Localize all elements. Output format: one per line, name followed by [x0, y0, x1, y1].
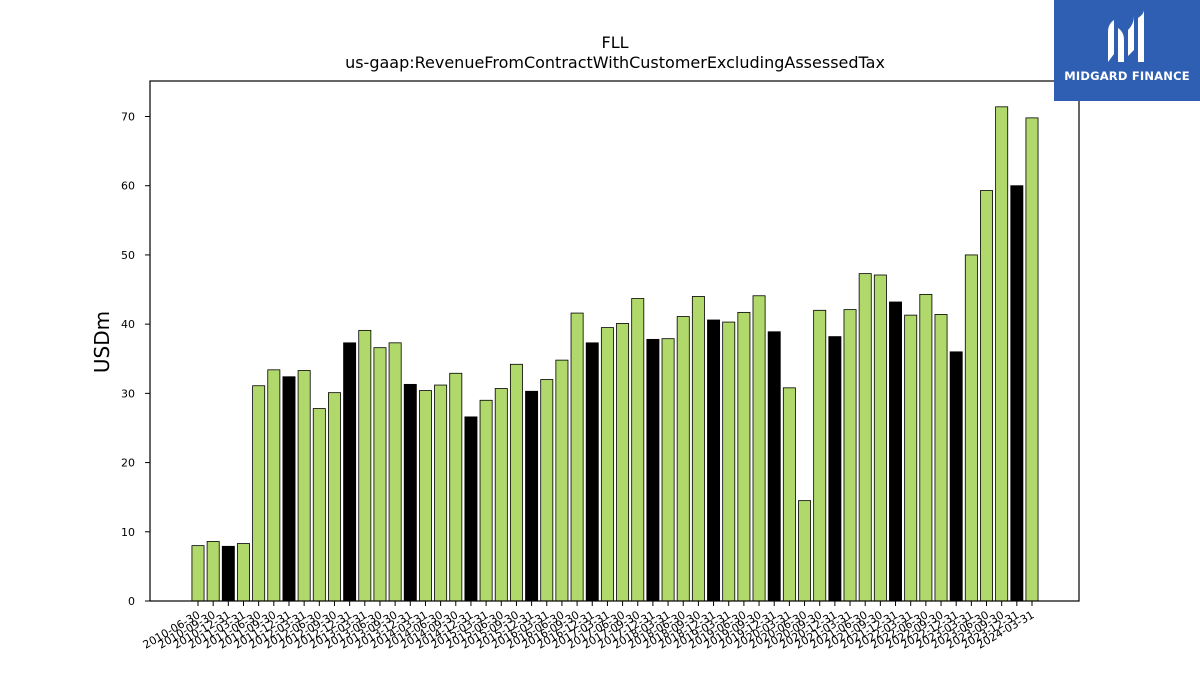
- bar-2010-09-30: [206, 541, 220, 602]
- bar-2019-12-31: [767, 331, 781, 602]
- bar-2014-06-30: [434, 384, 448, 602]
- chart-subtitle: us-gaap:RevenueFromContractWithCustomerE…: [345, 53, 885, 72]
- brand-logo: MIDGARD FINANCE: [1054, 0, 1200, 101]
- bar-2020-06-30: [798, 500, 812, 602]
- bar-2015-12-31: [525, 390, 539, 602]
- y-tick-label: 20: [121, 457, 135, 470]
- bar-2018-12-31: [707, 319, 721, 602]
- bar-2012-09-30: [328, 392, 341, 602]
- y-tick-label: 10: [121, 526, 135, 539]
- bar-2013-09-30: [388, 342, 402, 602]
- y-axis: 0 10 20 30 40 50 60 70: [121, 111, 150, 608]
- bar-2014-09-30: [449, 372, 463, 602]
- y-axis-label: USDm: [90, 311, 114, 373]
- y-tick-label: 40: [121, 318, 135, 331]
- bar-2016-06-30: [555, 359, 569, 602]
- bar-2018-03-31: [661, 338, 675, 602]
- y-tick-label: 70: [121, 111, 135, 124]
- brand-name: MIDGARD FINANCE: [1064, 69, 1190, 83]
- bars-group: [191, 106, 1039, 602]
- bar-2023-03-31: [964, 254, 978, 602]
- bar-2022-06-30: [919, 293, 933, 602]
- bar-2021-12-31: [889, 301, 902, 602]
- bar-2010-12-31: [221, 545, 235, 602]
- bar-2016-09-30: [570, 312, 584, 602]
- y-tick-label: 0: [128, 595, 135, 608]
- bar-2023-09-30: [995, 106, 1009, 602]
- bar-2024-03-31: [1025, 117, 1039, 602]
- bar-2018-09-30: [691, 296, 705, 602]
- bar-2021-09-30: [873, 274, 887, 602]
- bar-2011-03-31: [237, 543, 250, 602]
- bar-2013-03-31: [358, 329, 372, 602]
- bar-2014-12-31: [464, 416, 478, 602]
- bar-2011-09-30: [267, 369, 281, 602]
- bar-2019-03-31: [722, 321, 736, 602]
- bar-2011-06-30: [252, 385, 266, 602]
- bar-2015-06-30: [494, 388, 508, 602]
- y-tick-label: 50: [121, 249, 135, 262]
- plot-frame: [149, 80, 1080, 602]
- bar-2010-06-30: [191, 545, 205, 602]
- bar-2021-06-30: [858, 273, 872, 602]
- bar-2023-06-30: [980, 190, 993, 602]
- bar-2019-09-30: [752, 295, 766, 602]
- y-tick-label: 30: [121, 387, 135, 400]
- bar-2022-03-31: [904, 314, 918, 602]
- bar-2020-03-31: [782, 387, 796, 602]
- bar-2013-06-30: [373, 347, 387, 602]
- bar-2011-12-31: [282, 376, 296, 602]
- bar-2022-09-30: [934, 314, 948, 602]
- bar-2020-09-30: [813, 309, 827, 602]
- bar-2014-03-31: [418, 390, 432, 602]
- bar-2015-03-31: [479, 399, 493, 602]
- bar-2017-09-30: [631, 298, 645, 602]
- bar-2022-12-31: [949, 351, 963, 602]
- bar-2016-12-31: [585, 342, 599, 602]
- bar-2017-03-31: [600, 327, 614, 602]
- bar-2012-12-31: [343, 342, 357, 602]
- bar-2020-12-31: [828, 336, 842, 602]
- bar-2021-03-31: [843, 309, 857, 602]
- bar-2012-06-30: [312, 408, 326, 602]
- x-axis: 2010-06-302010-09-302010-12-312011-03-31…: [141, 601, 1037, 652]
- midgard-m-logo-icon: [1108, 10, 1144, 62]
- bar-2019-06-30: [737, 311, 751, 602]
- chart-title: FLL: [601, 33, 628, 52]
- bar-2012-03-31: [297, 370, 311, 602]
- bar-2016-03-31: [540, 379, 554, 602]
- bar-2017-12-31: [646, 338, 660, 602]
- y-tick-label: 60: [121, 180, 135, 193]
- bar-2015-09-30: [509, 363, 523, 602]
- bar-2018-06-30: [676, 316, 690, 602]
- bar-2013-12-31: [403, 383, 417, 602]
- bar-2017-06-30: [616, 323, 630, 602]
- bar-2023-12-31: [1010, 185, 1024, 602]
